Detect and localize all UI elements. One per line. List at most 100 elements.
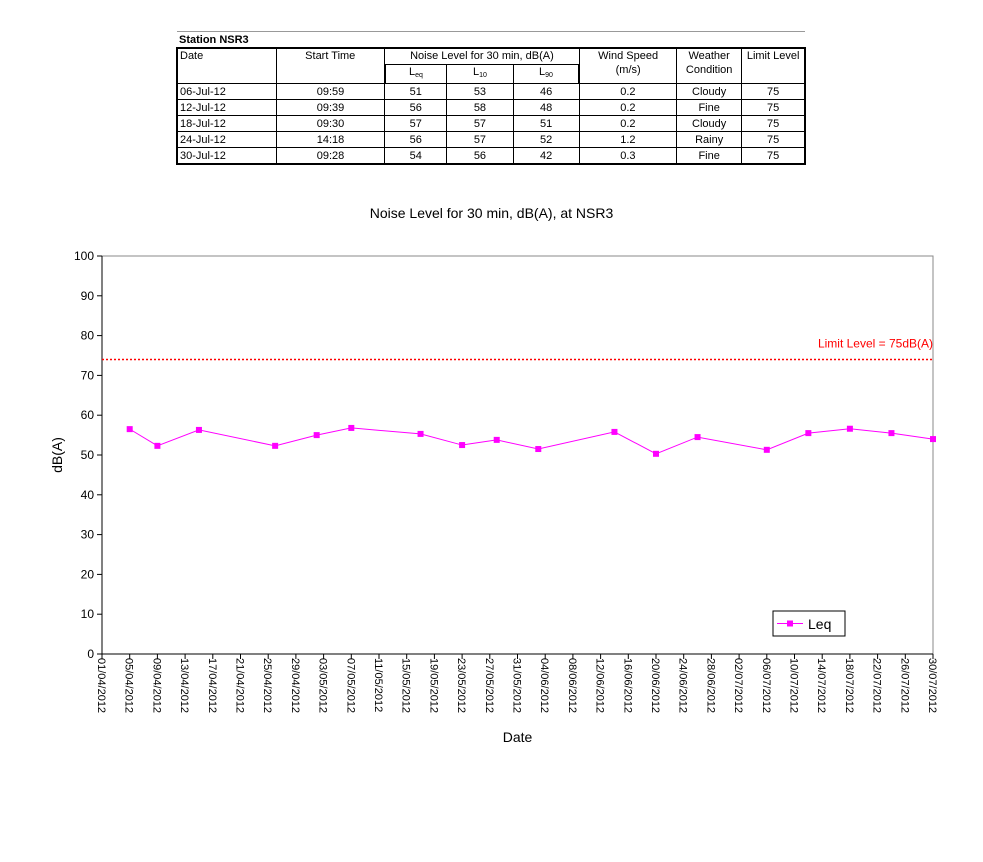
leq-point	[493, 436, 500, 443]
station-table: Station NSR3 Date Start Time Noise Level…	[175, 31, 807, 165]
cell-l10: 57	[446, 131, 514, 148]
limit-line-label: Limit Level = 75dB(A)	[818, 336, 933, 350]
cell-limit: 75	[741, 99, 807, 116]
leq-point	[195, 426, 202, 433]
x-tick-label: 06/07/2012	[760, 658, 772, 713]
cell-date: 12-Jul-12	[175, 99, 277, 116]
table-row: 30-Jul-12 09:28 54 56 42 0.3 Fine 75	[175, 147, 807, 165]
header-wind-speed: Wind Speed (m/s)	[578, 47, 678, 84]
x-tick-label: 05/04/2012	[123, 658, 135, 713]
leq-point	[154, 442, 161, 449]
cell-wind: 1.2	[578, 131, 678, 148]
cell-time: 14:18	[275, 131, 386, 148]
cell-time: 09:28	[275, 147, 386, 165]
leq-point	[846, 425, 853, 432]
y-tick-label: 50	[81, 448, 95, 462]
cell-leq: 56	[384, 131, 448, 148]
x-tick-label: 17/04/2012	[206, 658, 218, 713]
cell-weather: Fine	[676, 147, 743, 165]
leq-point	[126, 426, 133, 433]
y-tick-label: 20	[81, 567, 95, 581]
x-tick-label: 20/06/2012	[649, 658, 661, 713]
leq-point	[313, 432, 320, 439]
leq-point	[763, 446, 770, 453]
x-tick-label: 31/05/2012	[511, 658, 523, 713]
y-tick-label: 90	[81, 289, 95, 303]
x-tick-label: 02/07/2012	[732, 658, 744, 713]
cell-wind: 0.3	[578, 147, 678, 165]
header-noise-group: Noise Level for 30 min, dB(A)	[384, 47, 580, 65]
x-tick-label: 27/05/2012	[483, 658, 495, 713]
x-tick-label: 25/04/2012	[261, 658, 273, 713]
plot-area	[101, 255, 934, 655]
x-tick-label: 13/04/2012	[178, 658, 190, 713]
series-line-leq	[129, 427, 934, 455]
table-title-row: Station NSR3	[177, 31, 805, 49]
y-tick-label: 60	[81, 408, 95, 422]
x-tick-label: 23/05/2012	[455, 658, 467, 713]
leq-point	[611, 428, 618, 435]
y-tick-label: 30	[81, 528, 95, 542]
chart-axes: 0 10 20 30 40 50 60 70 80 90 100 01/04/2012 05/04/20…	[49, 249, 938, 745]
x-tick-label: 14/07/2012	[815, 658, 827, 713]
y-tick-label: 40	[81, 488, 95, 502]
leq-point	[930, 436, 936, 443]
x-tick-label: 26/07/2012	[898, 658, 910, 713]
x-tick-label: 16/06/2012	[621, 658, 633, 713]
cell-l90: 42	[512, 147, 580, 165]
cell-limit: 75	[741, 115, 807, 132]
x-tick-label: 29/04/2012	[289, 658, 301, 713]
leq-point	[272, 442, 279, 449]
legend-label: Leq	[808, 616, 831, 632]
y-tick-label: 80	[81, 329, 95, 343]
y-tick-label: 10	[81, 607, 95, 621]
x-tick-label: 18/07/2012	[843, 658, 855, 713]
chart-title: Noise Level for 30 min, dB(A), at NSR3	[369, 205, 614, 221]
y-tick-label: 70	[81, 368, 95, 382]
table-body: 06-Jul-12 09:59 51 53 46 0.2 Cloudy 75 12-Jul-12…	[175, 83, 807, 165]
header-limit-level: Limit Level	[741, 47, 807, 84]
leq-point	[694, 434, 701, 441]
table-header-row: Date Start Time Noise Level for 30 min, …	[175, 47, 807, 84]
leq-point	[805, 430, 812, 437]
x-tick-label: 11/05/2012	[372, 658, 384, 712]
leq-point	[459, 442, 466, 449]
x-tick-label: 08/06/2012	[566, 658, 578, 713]
x-tick-label: 03/05/2012	[317, 658, 329, 713]
x-tick-label: 21/04/2012	[234, 658, 246, 713]
x-tick-label: 28/06/2012	[704, 658, 716, 713]
x-tick-label: 15/05/2012	[400, 658, 412, 713]
legend-marker	[787, 620, 793, 627]
y-axis-title: dB(A)	[49, 437, 65, 473]
cell-weather: Rainy	[676, 131, 743, 148]
table-subheader-row: Leq L10 L90	[177, 64, 805, 84]
header-l90: L90	[512, 64, 581, 84]
x-tick-label: 19/05/2012	[427, 658, 439, 713]
cell-l90: 48	[512, 99, 580, 116]
x-tick-label: 07/05/2012	[344, 658, 356, 713]
cell-date: 30-Jul-12	[175, 147, 277, 165]
x-tick-label: 01/04/2012	[95, 658, 107, 713]
table-row: 06-Jul-12 09:59 51 53 46 0.2 Cloudy 75	[175, 83, 807, 100]
leq-point	[348, 424, 355, 431]
noise-data-table: Station NSR3 Date Start Time Noise Level…	[175, 31, 807, 165]
leq-point	[535, 446, 542, 453]
leq-point	[653, 450, 659, 457]
cell-limit: 75	[741, 147, 807, 165]
chart-legend: Leq	[772, 610, 846, 637]
leq-point	[888, 430, 895, 437]
x-tick-label: 10/07/2012	[788, 658, 800, 713]
cell-l10: 53	[446, 83, 514, 100]
cell-l10: 58	[446, 99, 514, 116]
x-tick-label: 12/06/2012	[594, 658, 606, 713]
y-tick-label: 0	[87, 647, 94, 661]
cell-limit: 75	[741, 131, 807, 148]
x-axis-title: Date	[503, 729, 533, 745]
limit-reference: Limit Level = 75dB(A)	[102, 336, 933, 361]
x-tick-label: 22/07/2012	[871, 658, 883, 713]
x-tick-label: 24/06/2012	[677, 658, 689, 713]
chart-series	[126, 424, 936, 457]
x-tick-label: 09/04/2012	[150, 658, 162, 713]
table-row: 24-Jul-12 14:18 56 57 52 1.2 Rainy 75	[175, 131, 807, 148]
